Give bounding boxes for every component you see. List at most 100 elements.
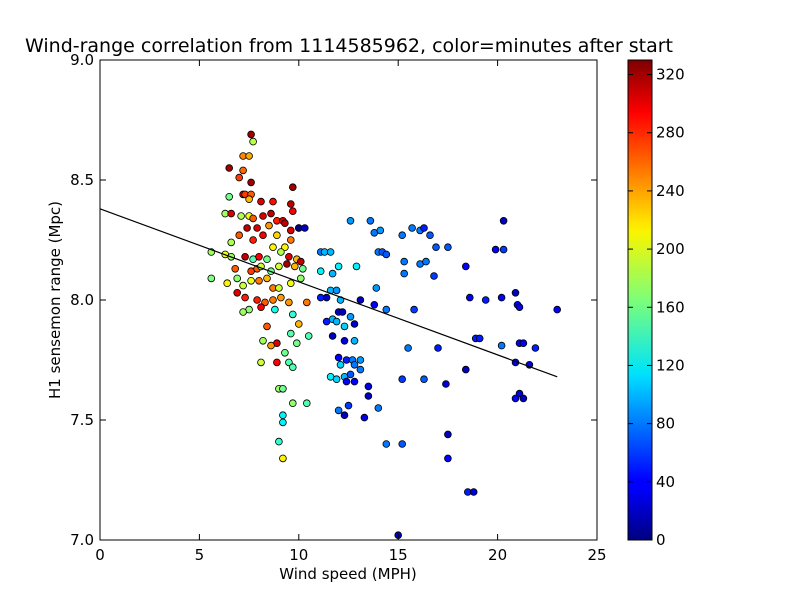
data-point [515, 389, 524, 398]
data-point [286, 236, 295, 244]
data-point [356, 365, 365, 374]
data-point [277, 293, 285, 302]
data-point [249, 214, 257, 223]
data-point [531, 344, 540, 352]
data-point [255, 276, 263, 285]
data-point [346, 312, 355, 321]
data-point [243, 224, 251, 232]
data-point [332, 317, 341, 326]
data-point [292, 339, 301, 348]
data-point [245, 152, 253, 160]
data-point [334, 262, 343, 271]
scatter-points [207, 130, 561, 539]
data-point [370, 300, 379, 309]
data-point [249, 236, 257, 244]
data-point [398, 440, 407, 448]
data-point [263, 274, 271, 283]
data-point [247, 276, 255, 285]
data-point [269, 296, 277, 304]
y-tick-label: 8.0 [70, 291, 94, 309]
data-point [432, 243, 440, 252]
data-point [328, 332, 337, 340]
data-point [398, 375, 407, 384]
data-point [288, 363, 297, 372]
data-point [241, 252, 249, 261]
x-tick-label: 20 [488, 546, 507, 564]
data-point [346, 217, 355, 225]
data-point [326, 248, 335, 256]
data-point [239, 166, 247, 175]
data-point [340, 322, 349, 331]
data-point [227, 209, 236, 218]
data-point [404, 344, 412, 352]
data-point [237, 212, 245, 220]
data-point [286, 329, 295, 338]
data-point [430, 272, 438, 280]
data-point [286, 200, 295, 208]
data-point [461, 365, 470, 374]
colorbar [627, 59, 653, 541]
data-point [279, 411, 287, 420]
data-point [334, 406, 343, 415]
colorbar-tick-label: 160 [656, 298, 685, 316]
data-point [273, 231, 281, 240]
data-point [382, 250, 391, 259]
data-point [231, 264, 240, 273]
data-point [245, 195, 253, 204]
data-point [352, 262, 361, 271]
data-point [346, 370, 355, 379]
data-point [263, 255, 271, 264]
data-point [225, 164, 234, 172]
data-point [235, 173, 244, 182]
data-point [249, 137, 257, 146]
chart-title: Wind-range correlation from 1114585962, … [25, 35, 673, 57]
data-point [465, 293, 474, 302]
data-point [336, 360, 345, 369]
data-point [408, 224, 416, 232]
data-point [519, 339, 528, 348]
data-point [332, 375, 341, 384]
data-point [328, 269, 337, 278]
data-point [372, 284, 381, 292]
data-point [302, 399, 311, 408]
data-point [515, 303, 524, 312]
data-point [344, 401, 353, 410]
data-point [342, 377, 351, 386]
data-point [271, 305, 279, 314]
data-point [296, 274, 305, 283]
data-point [497, 341, 506, 350]
data-point [285, 358, 293, 367]
data-point [481, 296, 490, 304]
data-point [499, 217, 508, 225]
data-point [235, 231, 244, 240]
colorbar-tick-label: 80 [656, 415, 675, 433]
data-point [288, 399, 297, 408]
data-point [263, 322, 271, 331]
data-point [286, 226, 295, 235]
data-point [302, 298, 311, 307]
data-point [382, 305, 391, 314]
data-point [277, 248, 285, 256]
x-tick-label: 25 [587, 546, 606, 564]
data-point [420, 375, 428, 384]
x-tick-label: 0 [95, 546, 105, 564]
data-point [233, 288, 242, 297]
data-point [366, 217, 375, 225]
data-point [422, 257, 430, 266]
data-point [553, 305, 561, 314]
y-tick-label: 7.5 [70, 411, 94, 429]
data-point [364, 382, 373, 391]
data-point [469, 488, 478, 496]
data-point [350, 377, 359, 386]
data-point [253, 224, 261, 232]
x-tick-label: 15 [389, 546, 408, 564]
x-axis-label: Wind speed (MPH) [279, 565, 417, 583]
data-point [288, 183, 297, 192]
data-point [322, 293, 331, 302]
colorbar-tick-label: 120 [656, 356, 685, 374]
data-point [491, 245, 500, 254]
data-point [267, 209, 275, 218]
data-point [279, 418, 287, 427]
colorbar-tick-label: 0 [656, 531, 666, 549]
data-point [374, 404, 383, 412]
